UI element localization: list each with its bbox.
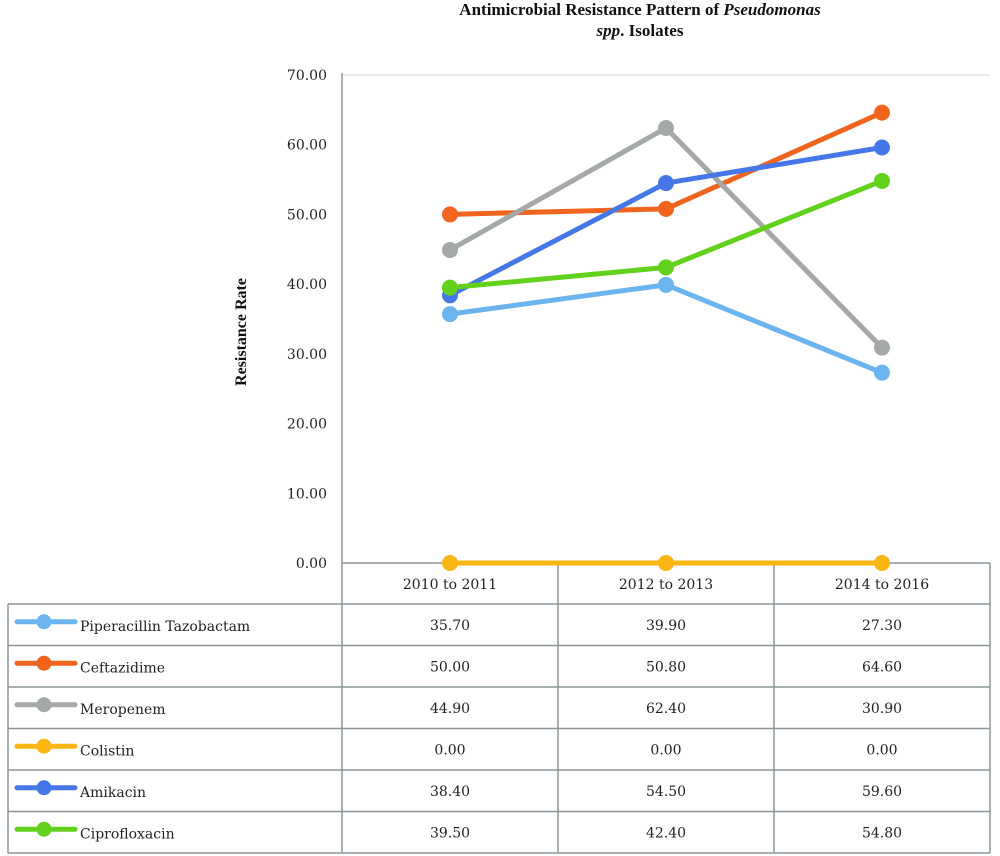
series-line — [449, 282, 883, 375]
data-point — [442, 306, 458, 323]
legend-marker-icon — [36, 780, 52, 796]
x-category-label: 2012 to 2013 — [619, 577, 713, 593]
data-table-cell: 27.30 — [862, 618, 902, 634]
series-meropenem — [442, 119, 890, 356]
series-ciprofloxacin — [442, 172, 890, 296]
x-category-label: 2014 to 2016 — [835, 577, 929, 593]
legend-label: Ceftazidime — [80, 660, 165, 676]
x-category-label: 2010 to 2011 — [403, 577, 497, 593]
y-tick-label: 60.00 — [287, 138, 327, 154]
legend-entry-meropenem: Meropenem — [14, 697, 166, 718]
data-point — [874, 104, 890, 121]
chart-title-line2: spp. Isolates — [596, 21, 684, 40]
data-table-cell: 50.00 — [430, 659, 470, 675]
data-point — [442, 279, 458, 296]
legend-label: Amikacin — [79, 785, 146, 801]
legend-marker-icon — [36, 697, 52, 713]
legend-marker-icon — [36, 738, 52, 754]
y-tick-label: 40.00 — [287, 277, 327, 293]
y-tick-label: 70.00 — [287, 68, 327, 84]
legend-marker-icon — [36, 821, 52, 837]
y-tick-label: 50.00 — [287, 207, 327, 223]
data-point — [658, 259, 674, 276]
data-point — [874, 139, 890, 156]
series-colistin — [442, 555, 890, 571]
data-point — [874, 172, 890, 189]
series-line — [448, 125, 884, 350]
data-table-cell: 39.50 — [430, 825, 470, 841]
series-amikacin — [442, 139, 890, 304]
data-table-cell: 35.70 — [430, 618, 470, 634]
data-point — [442, 206, 458, 223]
y-tick-label: 20.00 — [287, 417, 327, 433]
data-point — [442, 555, 458, 571]
series-piperacillin-tazobactam — [442, 276, 890, 381]
data-table-cell: 64.60 — [862, 659, 902, 675]
data-table-cell: 54.80 — [862, 825, 902, 841]
data-point — [874, 555, 890, 571]
data-table-cell: 30.90 — [862, 701, 902, 717]
legend-entry-amikacin: Amikacin — [14, 780, 146, 801]
legend-marker-icon — [36, 655, 52, 671]
legend-entry-colistin: Colistin — [14, 738, 134, 759]
data-table-cell: 0.00 — [866, 742, 897, 758]
data-point — [658, 555, 674, 571]
legend-entry-ciprofloxacin: Ciprofloxacin — [14, 821, 175, 842]
legend-marker-icon — [36, 614, 52, 630]
data-point — [658, 175, 674, 192]
y-tick-label: 0.00 — [296, 556, 327, 572]
data-point — [658, 276, 674, 293]
legend-label: Meropenem — [80, 702, 166, 718]
legend-label: Ciprofloxacin — [80, 826, 175, 842]
data-table-cell: 38.40 — [430, 784, 470, 800]
data-table-cell: 62.40 — [646, 701, 686, 717]
data-point — [874, 339, 890, 356]
data-table-cell: 0.00 — [434, 742, 465, 758]
chart-title-line1: Antimicrobial Resistance Pattern of Pseu… — [459, 0, 821, 19]
series-ceftazidime — [442, 104, 890, 223]
data-table-cell: 50.80 — [646, 659, 686, 675]
y-tick-label: 10.00 — [287, 486, 327, 502]
legend-label: Piperacillin Tazobactam — [80, 619, 250, 635]
legend-label: Colistin — [80, 743, 134, 759]
data-point — [874, 364, 890, 381]
data-table-cell: 39.90 — [646, 618, 686, 634]
legend-entry-ceftazidime: Ceftazidime — [14, 655, 165, 676]
data-table-cell: 42.40 — [646, 825, 686, 841]
y-axis-label: Resistance Rate — [233, 278, 250, 386]
data-table-cell: 0.00 — [650, 742, 681, 758]
data-table-cell: 44.90 — [430, 701, 470, 717]
data-table-cell: 54.50 — [646, 784, 686, 800]
data-table-cell: 59.60 — [862, 784, 902, 800]
legend-entry-piperacillin-tazobactam: Piperacillin Tazobactam — [14, 614, 250, 635]
data-point — [442, 241, 458, 258]
data-point — [658, 119, 674, 136]
y-tick-label: 30.00 — [287, 347, 327, 363]
data-point — [658, 200, 674, 217]
